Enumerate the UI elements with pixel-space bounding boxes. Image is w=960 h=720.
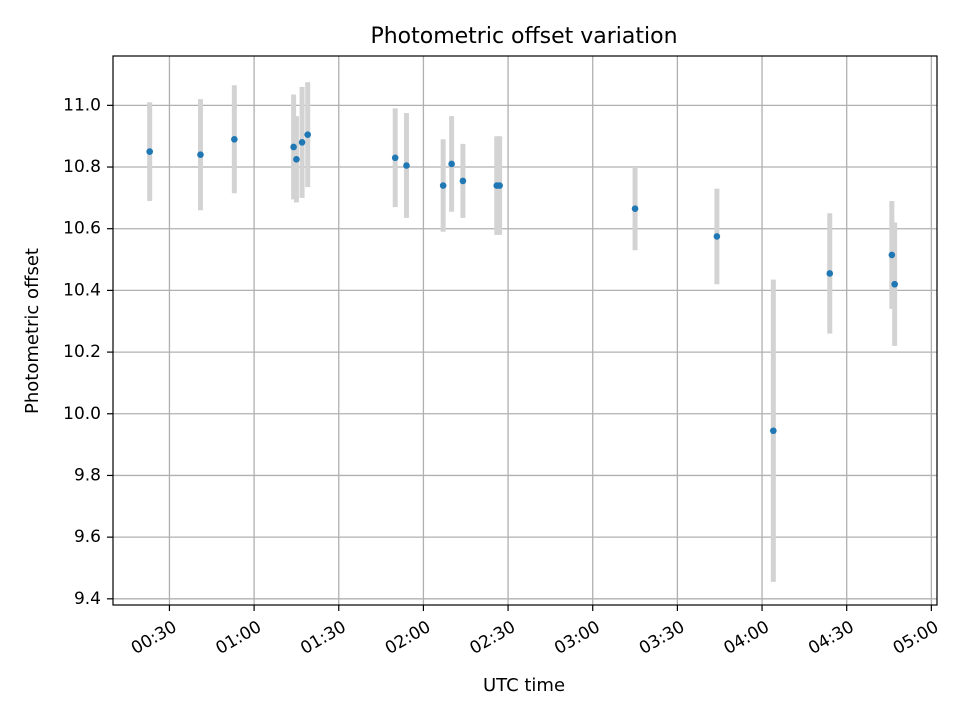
y-tick-label: 9.8 (74, 465, 101, 485)
data-point (496, 182, 503, 189)
grid (113, 56, 937, 605)
y-tick-label: 9.4 (74, 589, 101, 609)
data-point (197, 151, 204, 158)
data-point (459, 177, 467, 185)
data-point (403, 162, 410, 169)
data-point (713, 233, 721, 240)
plot-frame (112, 55, 938, 606)
data-point (391, 154, 399, 162)
data-point (439, 182, 447, 189)
data-point (770, 427, 777, 435)
y-tick-label: 11.0 (63, 95, 101, 115)
data-point (891, 280, 898, 288)
y-axis-label: Photometric offset (22, 248, 43, 414)
data-point (631, 205, 639, 212)
x-axis-label: UTC time (483, 675, 565, 696)
y-tick-label: 10.0 (63, 404, 101, 424)
data-point (826, 270, 834, 277)
data-point (298, 139, 306, 146)
data-point (231, 135, 238, 143)
y-tick-label: 10.2 (63, 342, 101, 362)
y-tick-label: 10.6 (63, 219, 101, 239)
data-point (290, 143, 297, 151)
data-point (448, 160, 455, 168)
y-tick-label: 10.4 (63, 280, 101, 300)
data-point (146, 148, 153, 155)
y-tick-label: 10.8 (63, 157, 101, 177)
y-tick-label: 9.6 (74, 527, 101, 547)
chart-title: Photometric offset variation (370, 24, 677, 49)
data-point (888, 251, 896, 259)
data-point (304, 131, 312, 138)
data-markers (146, 131, 898, 435)
data-point (293, 156, 300, 163)
y-axis-ticks: 9.4 9.6 9.8 10.0 10.2 10.4 10.6 10.8 11.0 (63, 95, 113, 609)
